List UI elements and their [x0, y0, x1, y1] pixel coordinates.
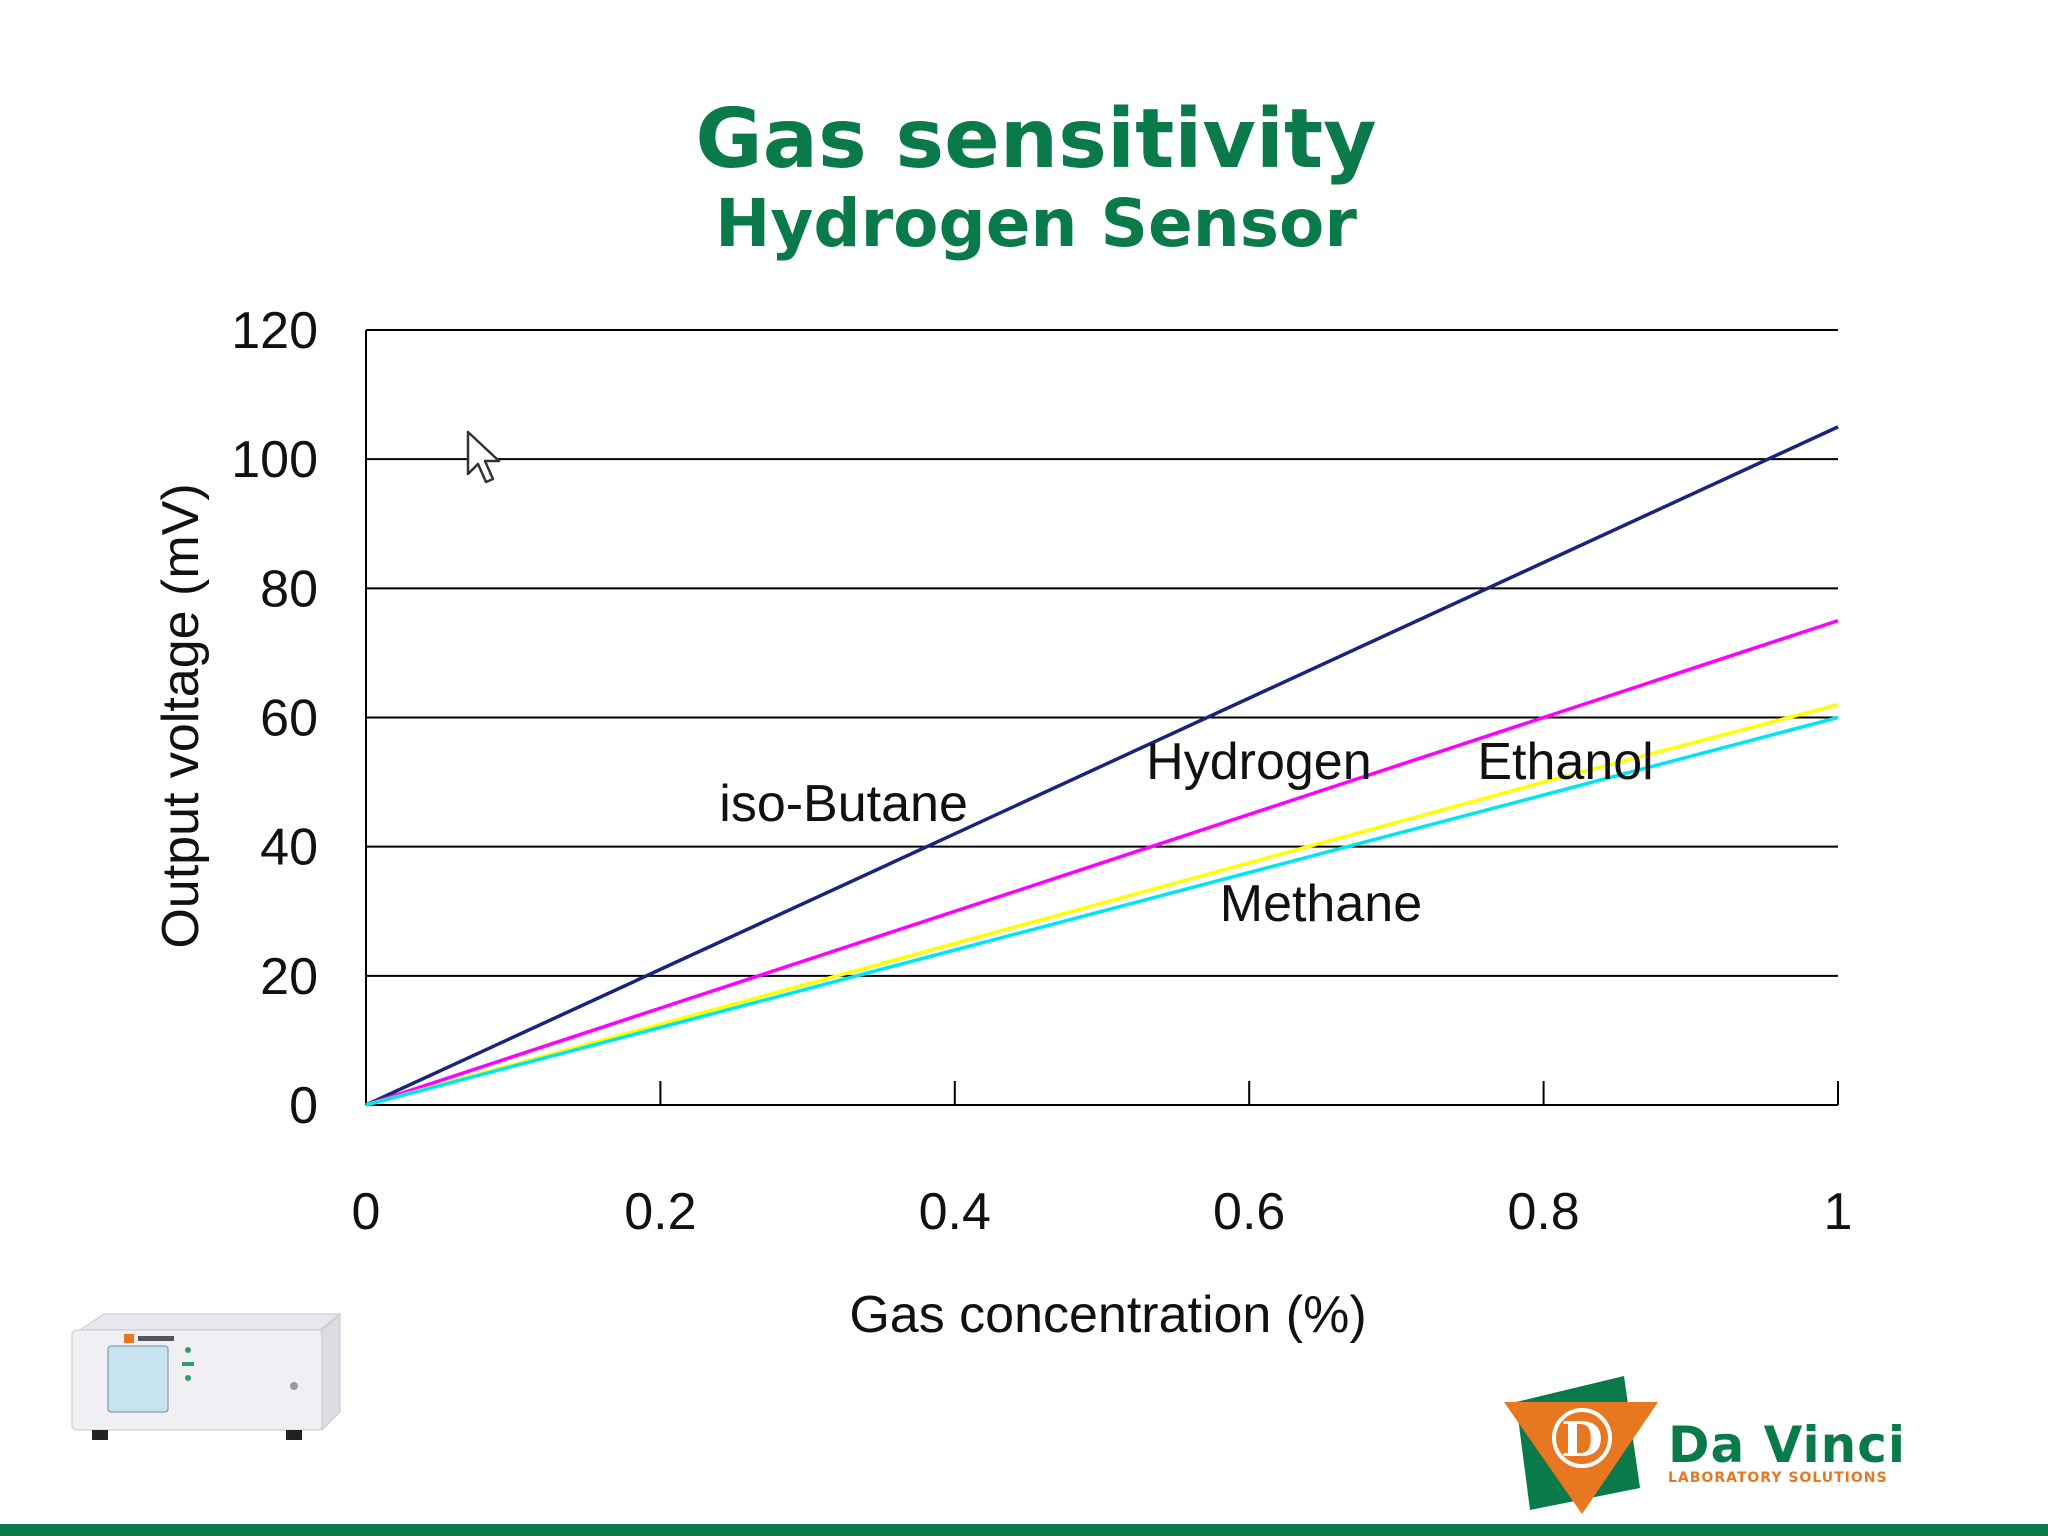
series-label-iso-butane: iso-Butane — [719, 775, 968, 833]
x-tick-label: 0.4 — [919, 1183, 991, 1241]
x-tick-label: 0 — [352, 1183, 381, 1241]
series-line-iso-butane — [365, 425, 1839, 1107]
series-lines — [365, 425, 1839, 1107]
series-line-methane — [365, 715, 1839, 1107]
y-tick-label: 40 — [260, 819, 318, 877]
x-tick-marks — [659, 1081, 1839, 1105]
mouse-pointer-icon — [466, 430, 501, 484]
y-tick-label: 100 — [231, 431, 318, 489]
svg-text:D: D — [1561, 1412, 1603, 1468]
slide-subtitle: Hydrogen Sensor — [715, 185, 1357, 262]
series-annotations: iso-Butane Hydrogen Ethanol Methane — [719, 733, 1653, 933]
tick-labels: 0 20 40 60 80 100 120 0 0.2 0.4 0.6 0.8 1 — [231, 302, 1852, 1241]
slide-title: Gas sensitivity — [695, 92, 1377, 187]
footer-accent-bar — [0, 1524, 2048, 1536]
da-vinci-logo: D — [1504, 1376, 1658, 1514]
x-axis-label: Gas concentration (%) — [849, 1286, 1366, 1344]
y-tick-label: 80 — [260, 560, 318, 618]
x-tick-label: 0.6 — [1213, 1183, 1285, 1241]
gas-sensitivity-chart: 0 20 40 60 80 100 120 0 0.2 0.4 0.6 0.8 1 iso-Butane… — [152, 302, 1852, 1344]
y-tick-label: 120 — [231, 302, 318, 360]
x-tick-label: 1 — [1824, 1183, 1853, 1241]
x-tick-label: 0.8 — [1507, 1183, 1579, 1241]
series-line-ethanol — [365, 702, 1839, 1107]
grid-lines — [365, 329, 1838, 1106]
y-axis-label: Output voltage (mV) — [152, 483, 210, 948]
y-tick-label: 0 — [289, 1077, 318, 1135]
series-label-methane: Methane — [1220, 875, 1422, 933]
sensor-device-image — [71, 1312, 342, 1440]
logo-tagline: LABORATORY SOLUTIONS — [1668, 1470, 1888, 1486]
logo-brand-name: Da Vinci — [1668, 1416, 1906, 1474]
series-label-hydrogen: Hydrogen — [1146, 733, 1371, 791]
series-line-hydrogen — [365, 618, 1839, 1107]
series-label-ethanol: Ethanol — [1477, 733, 1653, 791]
x-tick-label: 0.2 — [624, 1183, 696, 1241]
y-tick-label: 20 — [260, 948, 318, 1006]
y-tick-label: 60 — [260, 690, 318, 748]
